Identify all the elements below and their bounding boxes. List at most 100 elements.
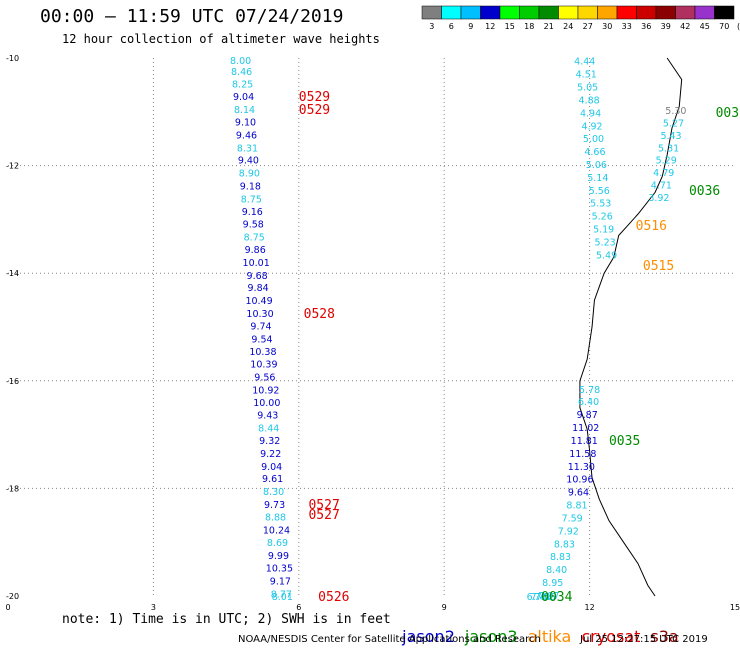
wave-value-west: 9.40	[238, 156, 259, 167]
legend-s3a: s3a	[650, 627, 679, 646]
wave-value-west: 8.14	[234, 105, 255, 116]
pass-label: 0035	[609, 434, 640, 449]
wave-value-northeast: 4.66	[584, 147, 605, 158]
colorbar-label: 36	[641, 22, 651, 31]
wave-value-west: 8.69	[267, 538, 288, 549]
generated-timestamp: Jul 25 12:27:15 UTC 2019	[580, 634, 708, 645]
y-tick-label: -18	[6, 484, 19, 493]
wave-value-south: 11.81	[571, 436, 598, 447]
wave-value-northeast: 5.49	[596, 250, 617, 261]
colorbar-swatch	[441, 5, 462, 20]
colorbar-label: 18	[524, 22, 534, 31]
wave-value-south: 8.83	[554, 539, 575, 550]
wave-value-south: 6.74	[527, 592, 548, 603]
colorbar-swatch	[538, 5, 559, 20]
pass-label: 0529	[299, 103, 330, 118]
colorbar-swatch	[636, 5, 657, 20]
wave-value-west: 9.46	[236, 130, 257, 141]
wave-value-south: 8.40	[546, 565, 567, 576]
wave-value-west: 10.39	[250, 360, 277, 371]
colorbar-swatch	[421, 5, 442, 20]
wave-value-northeast: 5.53	[590, 199, 611, 210]
wave-value-northeast: 5.26	[592, 212, 613, 223]
wave-value-west: 9.18	[240, 182, 261, 193]
pass-label: 0036	[689, 184, 720, 199]
satellite-legend: jason2 jason3 altika cryosat s3a	[392, 608, 689, 646]
x-tick-label: 3	[151, 603, 156, 612]
pass-label: 0034	[541, 590, 572, 605]
colorbar-label: 3	[429, 22, 434, 31]
colorbar-label: 33	[622, 22, 632, 31]
wave-value-jason3: 5.27	[663, 119, 684, 130]
colorbar-swatch	[675, 5, 696, 20]
pass-label: 0037	[716, 106, 740, 121]
colorbar-label: 42	[680, 22, 690, 31]
colorbar-swatch	[558, 5, 579, 20]
wave-value-south: 5.78	[579, 385, 600, 396]
wave-value-northeast: 5.23	[595, 237, 616, 248]
wave-value-northeast: 5.05	[577, 83, 598, 94]
wave-value-west: 8.77	[271, 589, 292, 600]
colorbar-swatch	[499, 5, 520, 20]
colorbar-label: 9	[468, 22, 473, 31]
colorbar-label: 21	[544, 22, 554, 31]
wave-value-northeast: 4.51	[576, 70, 597, 81]
footnote: note: 1) Time is in UTC; 2) SWH is in fe…	[62, 612, 391, 627]
wave-value-west: 9.61	[262, 474, 283, 485]
y-tick-label: -14	[6, 269, 19, 278]
wave-value-northeast: 4.44	[574, 57, 595, 68]
pass-label: 0529	[299, 90, 330, 105]
wave-value-west: 8.31	[237, 143, 258, 154]
x-tick-label: 0	[5, 603, 10, 612]
colorbar-unit: (ft)	[737, 22, 740, 31]
wave-value-west: 9.04	[261, 462, 282, 473]
x-tick-label: 6	[296, 603, 301, 612]
wave-value-northeast: 5.19	[593, 225, 614, 236]
wave-value-west: 10.00	[253, 398, 280, 409]
x-tick-label: 9	[442, 603, 447, 612]
wave-value-west: 9.68	[247, 271, 268, 282]
wave-value-south: 8.81	[566, 501, 587, 512]
legend-jason2: jason2	[402, 627, 455, 646]
map-subtitle: 12 hour collection of altimeter wave hei…	[62, 32, 380, 46]
pass-label: 0515	[643, 259, 674, 274]
pass-label: 0516	[636, 219, 667, 234]
colorbar-swatch	[480, 5, 501, 20]
wave-value-west: 9.43	[257, 411, 278, 422]
colorbar-swatch	[519, 5, 540, 20]
coastline-path	[579, 57, 683, 597]
y-tick-label: -16	[6, 377, 19, 386]
pass-label: 0526	[318, 590, 349, 605]
wave-value-west: 8.90	[239, 169, 260, 180]
wave-value-south: 8.83	[550, 552, 571, 563]
colorbar-swatch	[694, 5, 715, 20]
wave-value-west: 8.75	[244, 233, 265, 244]
wave-value-west: 9.16	[242, 207, 263, 218]
wave-value-northeast: 4.92	[581, 121, 602, 132]
wave-value-west: 9.73	[264, 500, 285, 511]
map-title: 00:00 — 11:59 UTC 07/24/2019	[40, 6, 344, 27]
wave-value-west: 10.30	[246, 309, 273, 320]
wave-value-west: 8.30	[263, 487, 284, 498]
wave-value-south: 7.56	[534, 592, 555, 603]
wave-value-west: 8.75	[241, 194, 262, 205]
x-tick-label: 12	[585, 603, 595, 612]
wave-value-south: 11.58	[569, 449, 596, 460]
wave-value-south: 10.96	[566, 475, 593, 486]
wave-value-northeast: 4.94	[580, 108, 601, 119]
wave-value-west: 9.17	[270, 576, 291, 587]
colorbar-label: 24	[563, 22, 573, 31]
wave-value-jason3: 4.71	[651, 180, 672, 191]
wave-value-south: 7.41	[531, 592, 552, 603]
pass-label: 0528	[304, 307, 335, 322]
legend-altika: altika	[527, 627, 572, 646]
wave-value-northeast: 5.56	[589, 186, 610, 197]
y-tick-label: -10	[6, 54, 19, 63]
wave-height-values: 8.008.468.25 9.04 8.149.10 9.46 8.31 9.40 8.90…	[230, 56, 686, 603]
colorbar-label: 30	[602, 22, 612, 31]
wave-value-jason3: 5.29	[656, 156, 677, 167]
wave-value-west: 10.24	[263, 525, 290, 536]
